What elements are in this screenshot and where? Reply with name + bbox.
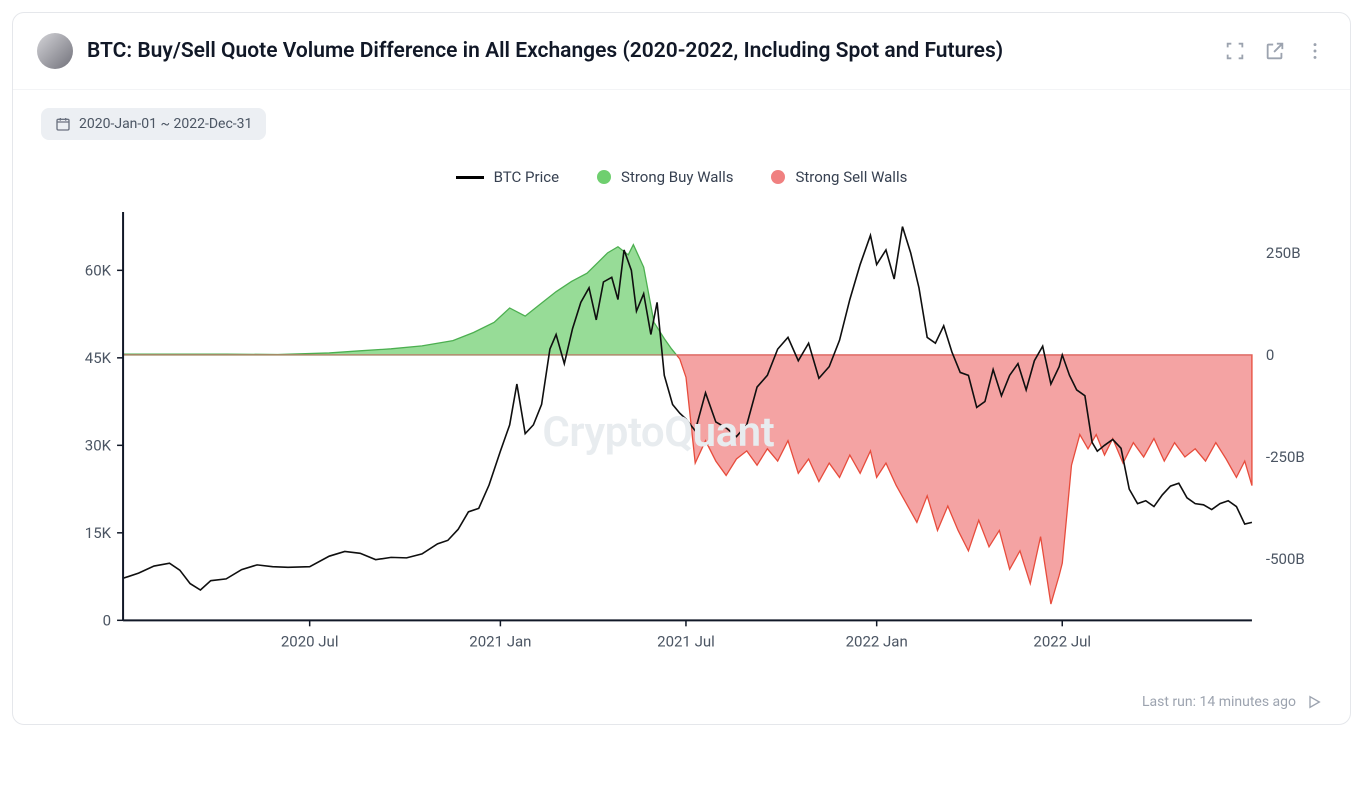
calendar-icon bbox=[55, 116, 71, 132]
legend-buy-swatch bbox=[597, 170, 611, 184]
legend-buy[interactable]: Strong Buy Walls bbox=[597, 168, 733, 186]
external-link-icon[interactable] bbox=[1264, 40, 1286, 62]
legend-buy-label: Strong Buy Walls bbox=[621, 168, 733, 186]
svg-text:250B: 250B bbox=[1266, 244, 1301, 262]
svg-text:60K: 60K bbox=[85, 261, 112, 279]
svg-text:-500B: -500B bbox=[1266, 550, 1305, 568]
svg-text:-250B: -250B bbox=[1266, 448, 1305, 466]
legend-sell-swatch bbox=[771, 170, 785, 184]
svg-text:2020 Jul: 2020 Jul bbox=[281, 632, 339, 650]
card-footer: Last run: 14 minutes ago bbox=[13, 686, 1350, 724]
date-range-chip[interactable]: 2020-Jan-01 ~ 2022-Dec-31 bbox=[41, 108, 266, 140]
date-range-label: 2020-Jan-01 ~ 2022-Dec-31 bbox=[79, 116, 252, 132]
legend-price[interactable]: BTC Price bbox=[456, 168, 559, 186]
more-icon[interactable] bbox=[1304, 40, 1326, 62]
svg-text:15K: 15K bbox=[85, 524, 112, 542]
svg-text:0: 0 bbox=[103, 611, 111, 629]
svg-text:30K: 30K bbox=[85, 436, 112, 454]
legend-sell-label: Strong Sell Walls bbox=[795, 168, 907, 186]
legend-price-label: BTC Price bbox=[494, 168, 559, 186]
chart-area: CryptoQuant 015K30K45K60K-500B-250B0250B… bbox=[41, 200, 1322, 670]
avatar bbox=[37, 33, 73, 69]
fullscreen-icon[interactable] bbox=[1224, 40, 1246, 62]
play-icon[interactable] bbox=[1306, 694, 1322, 710]
card-content: 2020-Jan-01 ~ 2022-Dec-31 BTC Price Stro… bbox=[13, 90, 1350, 686]
chart-legend: BTC Price Strong Buy Walls Strong Sell W… bbox=[41, 168, 1322, 186]
last-run-label: Last run: 14 minutes ago bbox=[1142, 694, 1296, 710]
card-header: BTC: Buy/Sell Quote Volume Difference in… bbox=[13, 13, 1350, 90]
svg-text:2022 Jan: 2022 Jan bbox=[846, 632, 908, 650]
header-actions bbox=[1224, 40, 1326, 62]
svg-text:2021 Jan: 2021 Jan bbox=[469, 632, 531, 650]
legend-sell[interactable]: Strong Sell Walls bbox=[771, 168, 907, 186]
chart-title: BTC: Buy/Sell Quote Volume Difference in… bbox=[87, 39, 1224, 63]
svg-text:0: 0 bbox=[1266, 346, 1274, 364]
svg-text:2021 Jul: 2021 Jul bbox=[657, 632, 715, 650]
svg-text:2022 Jul: 2022 Jul bbox=[1033, 632, 1091, 650]
svg-text:45K: 45K bbox=[85, 349, 112, 367]
legend-price-swatch bbox=[456, 176, 484, 179]
chart-svg[interactable]: 0 15K 30K 45K 60K -500B -250B 0 250B 2020 Jul 2021… bbox=[41, 200, 1322, 670]
chart-card: BTC: Buy/Sell Quote Volume Difference in… bbox=[12, 12, 1351, 725]
